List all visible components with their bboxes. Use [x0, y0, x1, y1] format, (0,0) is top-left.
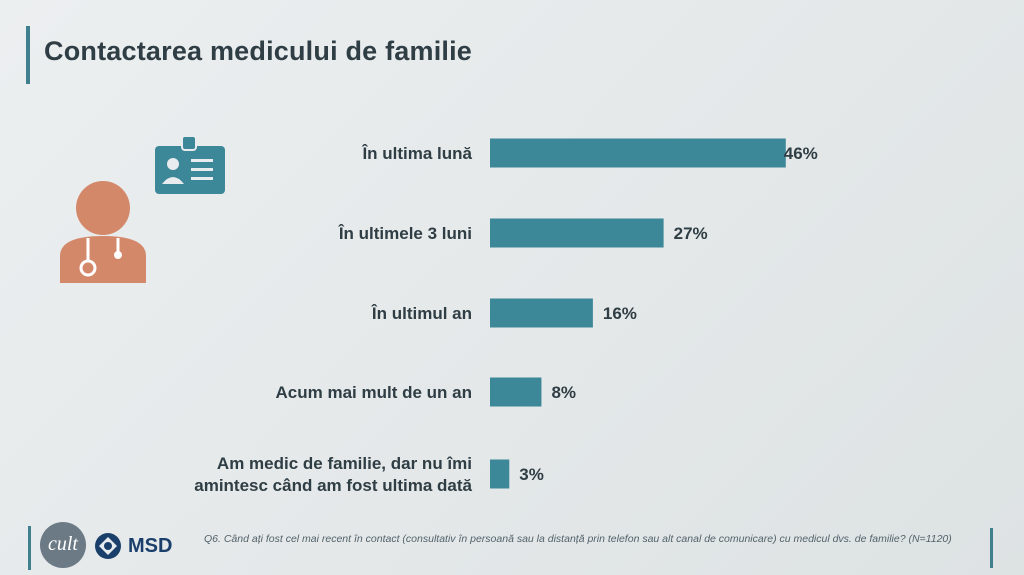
footer-accent-bar-right	[990, 528, 993, 568]
category-label-1: În ultimele 3 luni	[338, 224, 472, 243]
category-label-4-line-1: amintesc când am fost ultima dată	[194, 476, 472, 495]
bar-4	[490, 459, 510, 489]
cult-logo: cult	[40, 522, 86, 568]
id-card-icon	[155, 135, 225, 194]
doctor-illustration	[60, 135, 225, 283]
bar-2	[490, 298, 593, 328]
bar-0	[490, 138, 786, 168]
msd-logo-text: MSD	[128, 534, 173, 557]
category-label-4-line-0: Am medic de familie, dar nu îmi	[217, 454, 472, 473]
survey-question-note: Q6. Când ați fost cel mai recent în cont…	[204, 533, 952, 545]
title-accent-bar	[26, 26, 30, 84]
value-label-4: 3%	[519, 465, 544, 484]
category-label-2: În ultimul an	[371, 304, 472, 323]
footer: cult MSD Q6. Când ați fost cel mai recen…	[0, 520, 1024, 575]
value-label-0: 46%	[784, 144, 818, 163]
bar-3	[490, 377, 542, 407]
page-title: Contactarea medicului de familie	[44, 36, 473, 66]
category-label-0: În ultima lună	[361, 144, 472, 163]
bar-1	[490, 218, 664, 248]
doctor-icon	[60, 181, 146, 283]
msd-logo: MSD	[94, 532, 172, 560]
category-label-3: Acum mai mult de un an	[276, 383, 472, 402]
value-label-3: 8%	[551, 383, 576, 402]
value-label-1: 27%	[674, 224, 708, 243]
msd-logo-icon	[95, 533, 121, 559]
value-label-2: 16%	[603, 304, 637, 323]
footer-accent-bar	[28, 526, 31, 570]
